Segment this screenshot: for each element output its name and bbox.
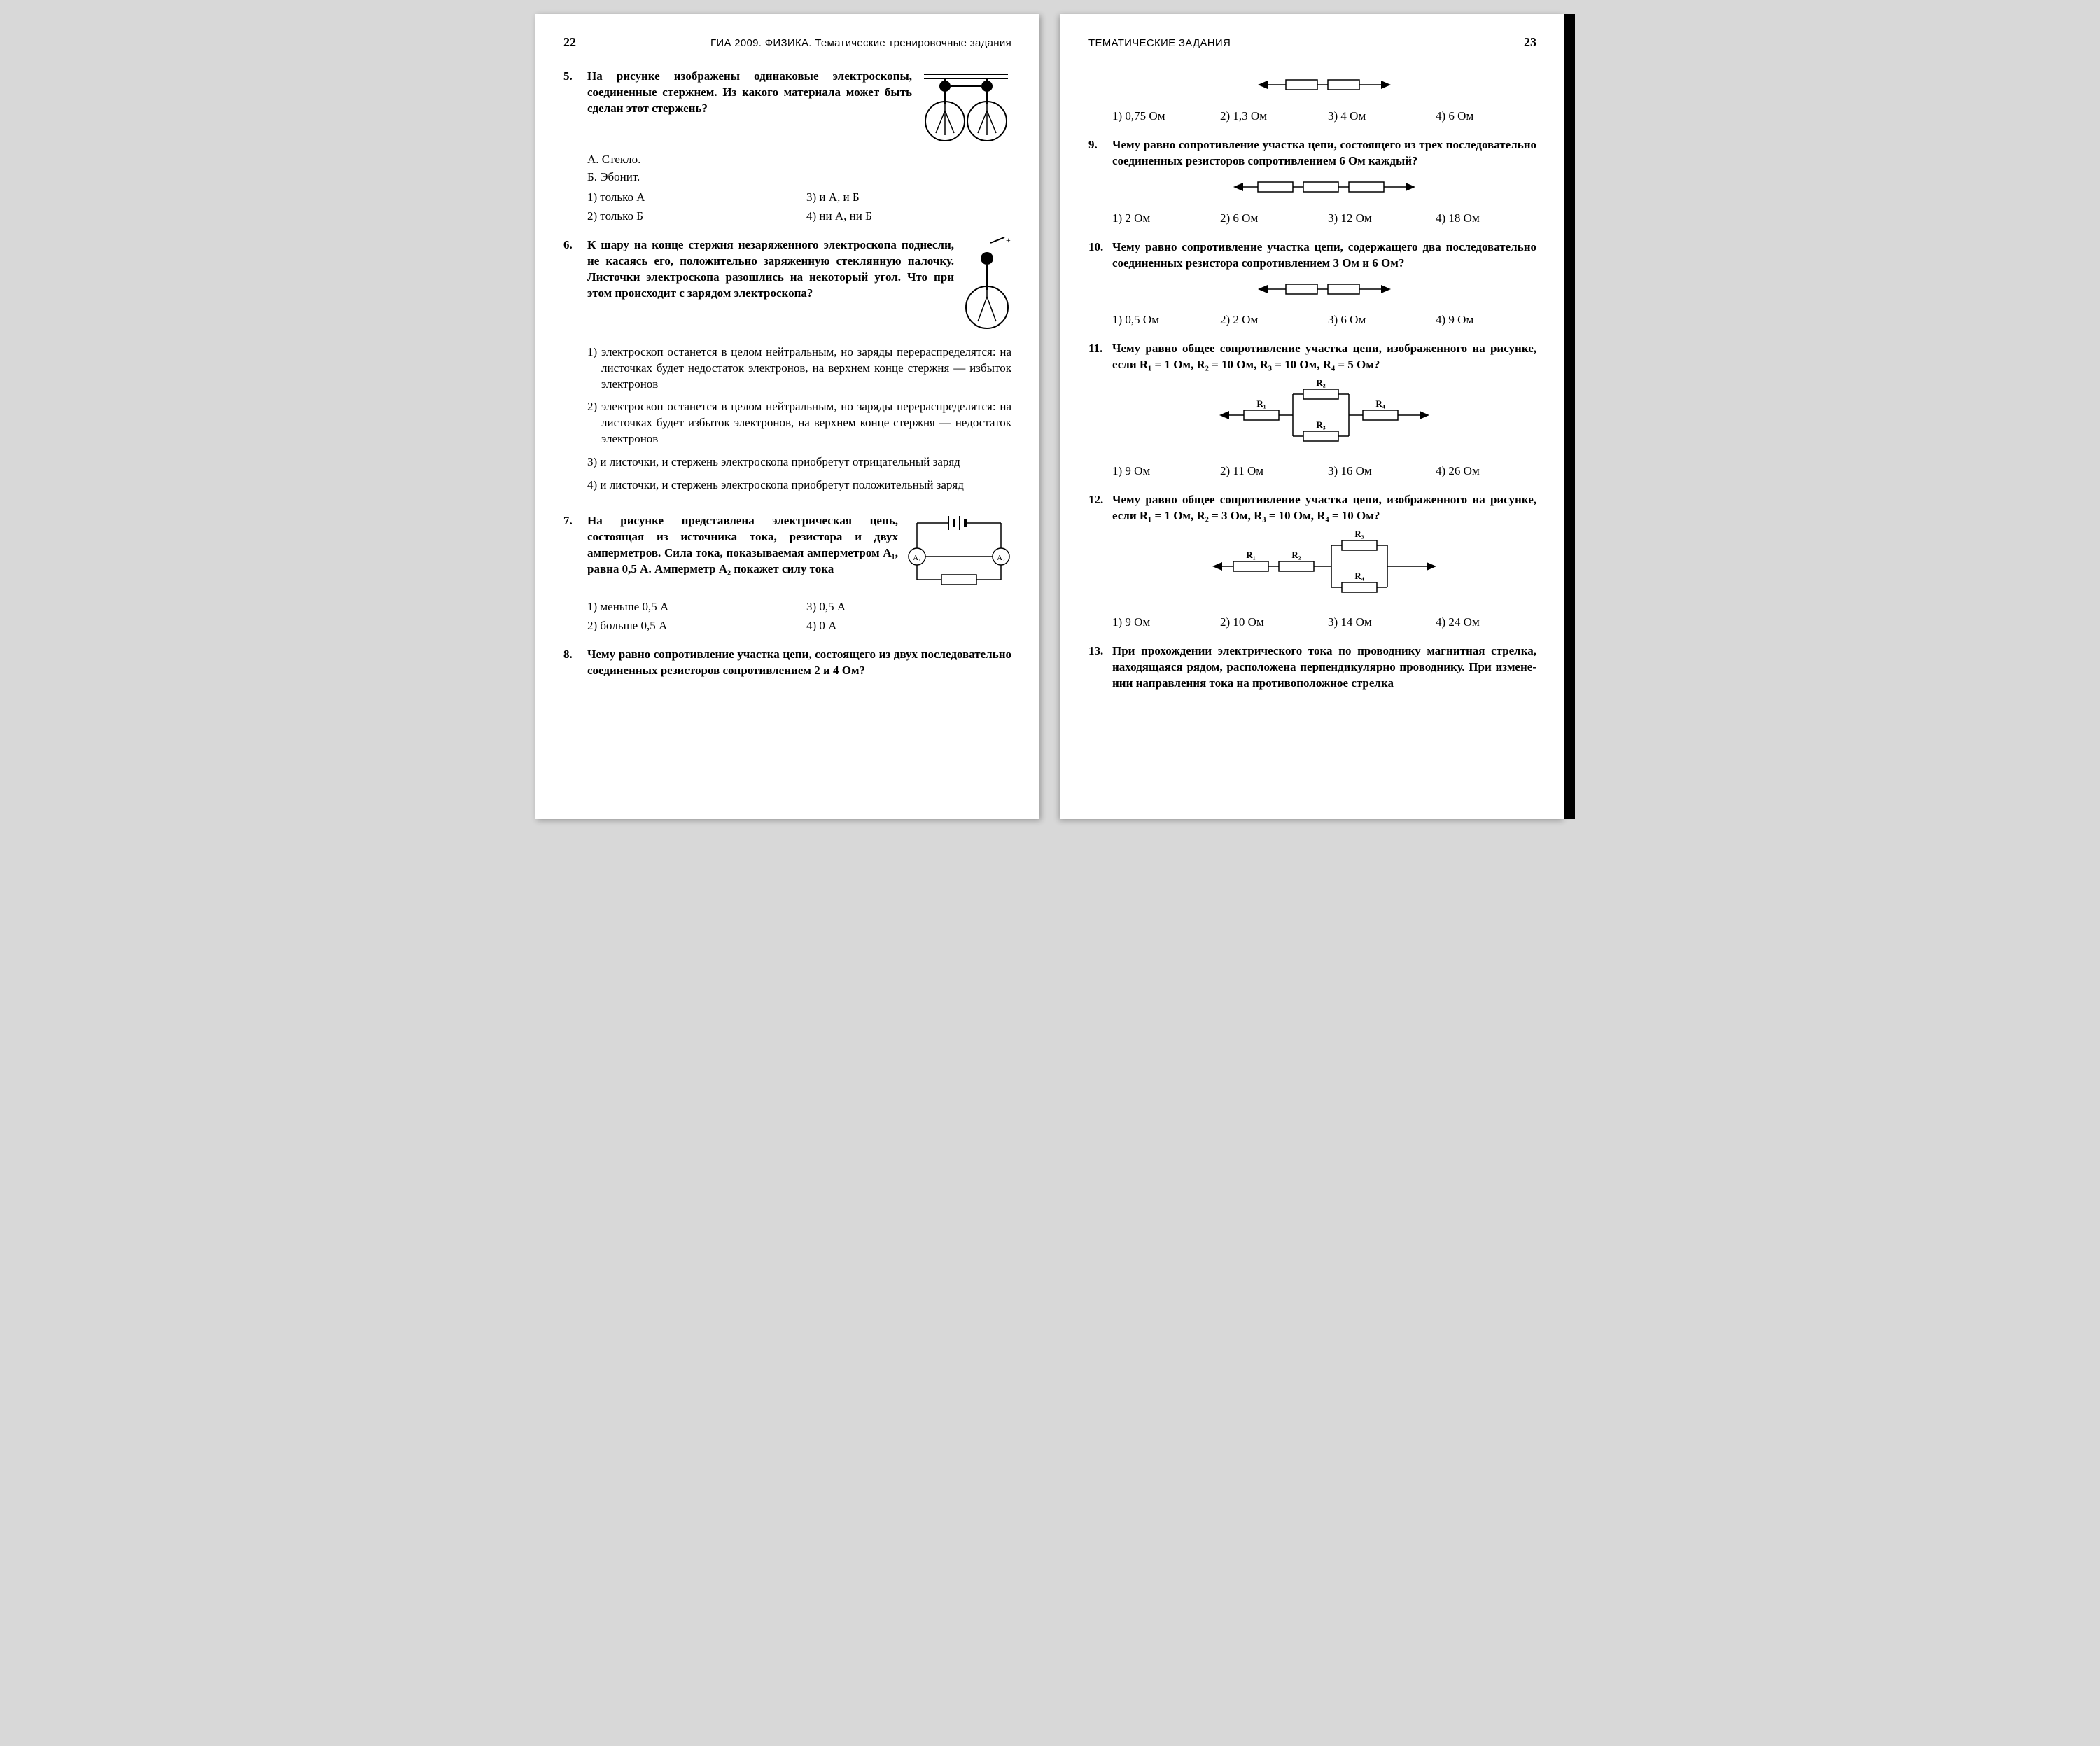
answer-2: 2) 2 Ом (1220, 312, 1321, 328)
answer-4: 4) 6 Ом (1436, 109, 1536, 125)
answer-4: 4) 26 Ом (1436, 463, 1536, 480)
question-number: 11. (1088, 341, 1112, 480)
question-12: 12. Чему равно общее сопротивление участ… (1088, 492, 1536, 631)
question-answers: 1) меньше 0,5 А 3) 0,5 А 2) больше 0,5 А… (587, 599, 1011, 634)
question-text: Чему равно общее сопротивление участка ц… (1112, 341, 1536, 373)
question-answers: 1) электроскоп останется в целом нейтрал… (587, 344, 1011, 494)
question-text: Чему равно сопротивление участка цепи, с… (587, 647, 1011, 679)
page-header: ТЕМАТИЧЕСКИЕ ЗАДАНИЯ 23 (1088, 35, 1536, 53)
question-9: 9. Чему равно сопротивление участка цепи… (1088, 137, 1536, 227)
answer-2: 2) только Б (587, 209, 792, 225)
question-number: 12. (1088, 492, 1112, 631)
page-number: 22 (564, 35, 576, 50)
answer-1: 1) 0,5 Ом (1112, 312, 1213, 328)
question-number: 7. (564, 513, 587, 634)
question-13: 13. При прохождении электрического тока … (1088, 643, 1536, 699)
answer-4: 4) и листочки, и стержень электроскопа п… (587, 477, 1011, 494)
answer-3: 3) 4 Ом (1328, 109, 1429, 125)
answer-1: 1) только А (587, 190, 792, 206)
question-text: На рисунке изображены одинаковые электро… (587, 69, 912, 144)
svg-text:R₄: R₄ (1354, 571, 1364, 581)
svg-text:+: + (1006, 237, 1011, 245)
svg-text:R₄: R₄ (1376, 398, 1385, 409)
question-10: 10. Чему равно сопротивление участка цеп… (1088, 239, 1536, 329)
question-text: На рисунке представлена электрическая це… (587, 513, 898, 588)
question-pre-options: А. Стекло. Б. Эбонит. (587, 152, 1011, 186)
opt-b: Б. Эбонит. (587, 169, 1011, 186)
answer-3: 3) и А, и Б (806, 190, 1011, 206)
svg-text:R₁: R₁ (1256, 398, 1266, 409)
question-answers: 1) 0,75 Ом 2) 1,3 Ом 3) 4 Ом 4) 6 Ом (1112, 109, 1536, 125)
page-right: ТЕМАТИЧЕСКИЕ ЗАДАНИЯ 23 1) 0,75 Ом 2) 1,… (1060, 14, 1564, 819)
question-text: Чему равно сопротивление участка цепи, с… (1112, 137, 1536, 169)
answer-1: 1) 0,75 Ом (1112, 109, 1213, 125)
answer-3: 3) 14 Ом (1328, 615, 1429, 631)
answer-3: 3) 6 Ом (1328, 312, 1429, 328)
page-number: 23 (1524, 35, 1536, 50)
answer-4: 4) 24 Ом (1436, 615, 1536, 631)
question-7: 7. На рисунке представлена электрическая… (564, 513, 1011, 634)
question-text: Чему равно сопротивление участка цепи, с… (1112, 239, 1536, 272)
svg-text:A₁: A₁ (913, 554, 921, 562)
question-number: 10. (1088, 239, 1112, 329)
answer-3: 3) 16 Ом (1328, 463, 1429, 480)
question-text: При прохождении электрического тока по п… (1112, 643, 1536, 692)
answer-2: 2) электроскоп останется в целом нейтрал… (587, 399, 1011, 447)
answer-4: 4) 0 А (806, 618, 1011, 634)
question-number: 9. (1088, 137, 1112, 227)
question-answers: 1) 0,5 Ом 2) 2 Ом 3) 6 Ом 4) 9 Ом (1112, 312, 1536, 328)
header-title: ТЕМАТИЧЕСКИЕ ЗАДАНИЯ (1088, 37, 1231, 49)
question-8: 8. Чему равно сопротивление участка цепи… (564, 647, 1011, 686)
question-answers: 1) 9 Ом 2) 11 Ом 3) 16 Ом 4) 26 Ом (1112, 463, 1536, 480)
answer-2: 2) 6 Ом (1220, 211, 1321, 227)
answer-1: 1) 2 Ом (1112, 211, 1213, 227)
svg-text:R₃: R₃ (1354, 531, 1364, 539)
electroscope-pair-figure (920, 69, 1011, 151)
question-number: 8. (564, 647, 587, 686)
answer-4: 4) 9 Ом (1436, 312, 1536, 328)
question-number: 13. (1088, 643, 1112, 699)
svg-text:A₂: A₂ (997, 554, 1005, 562)
circuit-ammeters-figure: A₁ A₂ (906, 513, 1011, 595)
svg-text:R₂: R₂ (1316, 380, 1325, 388)
question-answers: 1) только А 3) и А, и Б 2) только Б 4) н… (587, 190, 1011, 225)
answer-3: 3) и листочки, и стержень электроскопа п… (587, 454, 1011, 470)
answer-1: 1) меньше 0,5 А (587, 599, 792, 615)
mixed-circuit-12-figure: R₁ R₂ R₃ R₄ (1112, 531, 1536, 606)
answer-1: 1) 9 Ом (1112, 615, 1213, 631)
page-header: 22 ГИА 2009. ФИЗИКА. Тематические тренир… (564, 35, 1011, 53)
question-8-cont: 1) 0,75 Ом 2) 1,3 Ом 3) 4 Ом 4) 6 Ом (1088, 69, 1536, 125)
answer-2: 2) 11 Ом (1220, 463, 1321, 480)
series-3r-figure (1112, 176, 1536, 202)
series-2r-figure (1112, 74, 1536, 100)
question-text: Чему равно общее сопротивление участка ц… (1112, 492, 1536, 524)
opt-a: А. Стекло. (587, 152, 1011, 168)
answer-3: 3) 0,5 А (806, 599, 1011, 615)
answer-1: 1) 9 Ом (1112, 463, 1213, 480)
answer-2: 2) 10 Ом (1220, 615, 1321, 631)
svg-text:R₁: R₁ (1246, 550, 1255, 560)
answer-3: 3) 12 Ом (1328, 211, 1429, 227)
mixed-circuit-11-figure: R₁ R₂ R₃ R₄ (1112, 380, 1536, 455)
question-11: 11. Чему равно общее сопротивление участ… (1088, 341, 1536, 480)
header-title: ГИА 2009. ФИЗИКА. Тематические тренирово… (710, 37, 1011, 49)
answer-4: 4) 18 Ом (1436, 211, 1536, 227)
svg-text:R₂: R₂ (1292, 550, 1301, 560)
question-5: 5. На рисунке изображены одинаковые элек… (564, 69, 1011, 225)
answer-1: 1) электроскоп останется в целом нейтрал… (587, 344, 1011, 393)
question-number: 6. (564, 237, 587, 501)
answer-2: 2) больше 0,5 А (587, 618, 792, 634)
question-answers: 1) 2 Ом 2) 6 Ом 3) 12 Ом 4) 18 Ом (1112, 211, 1536, 227)
question-text: К шару на конце стержня незаряженного эл… (587, 237, 954, 333)
question-answers: 1) 9 Ом 2) 10 Ом 3) 14 Ом 4) 24 Ом (1112, 615, 1536, 631)
answer-4: 4) ни А, ни Б (806, 209, 1011, 225)
series-2r-figure (1112, 279, 1536, 305)
svg-text:R₃: R₃ (1316, 419, 1325, 430)
page-left: 22 ГИА 2009. ФИЗИКА. Тематические тренир… (536, 14, 1040, 819)
question-number: 5. (564, 69, 587, 225)
answer-2: 2) 1,3 Ом (1220, 109, 1321, 125)
electroscope-rod-figure: + (962, 237, 1011, 340)
question-6: 6. К шару на конце стержня незаряженного… (564, 237, 1011, 501)
